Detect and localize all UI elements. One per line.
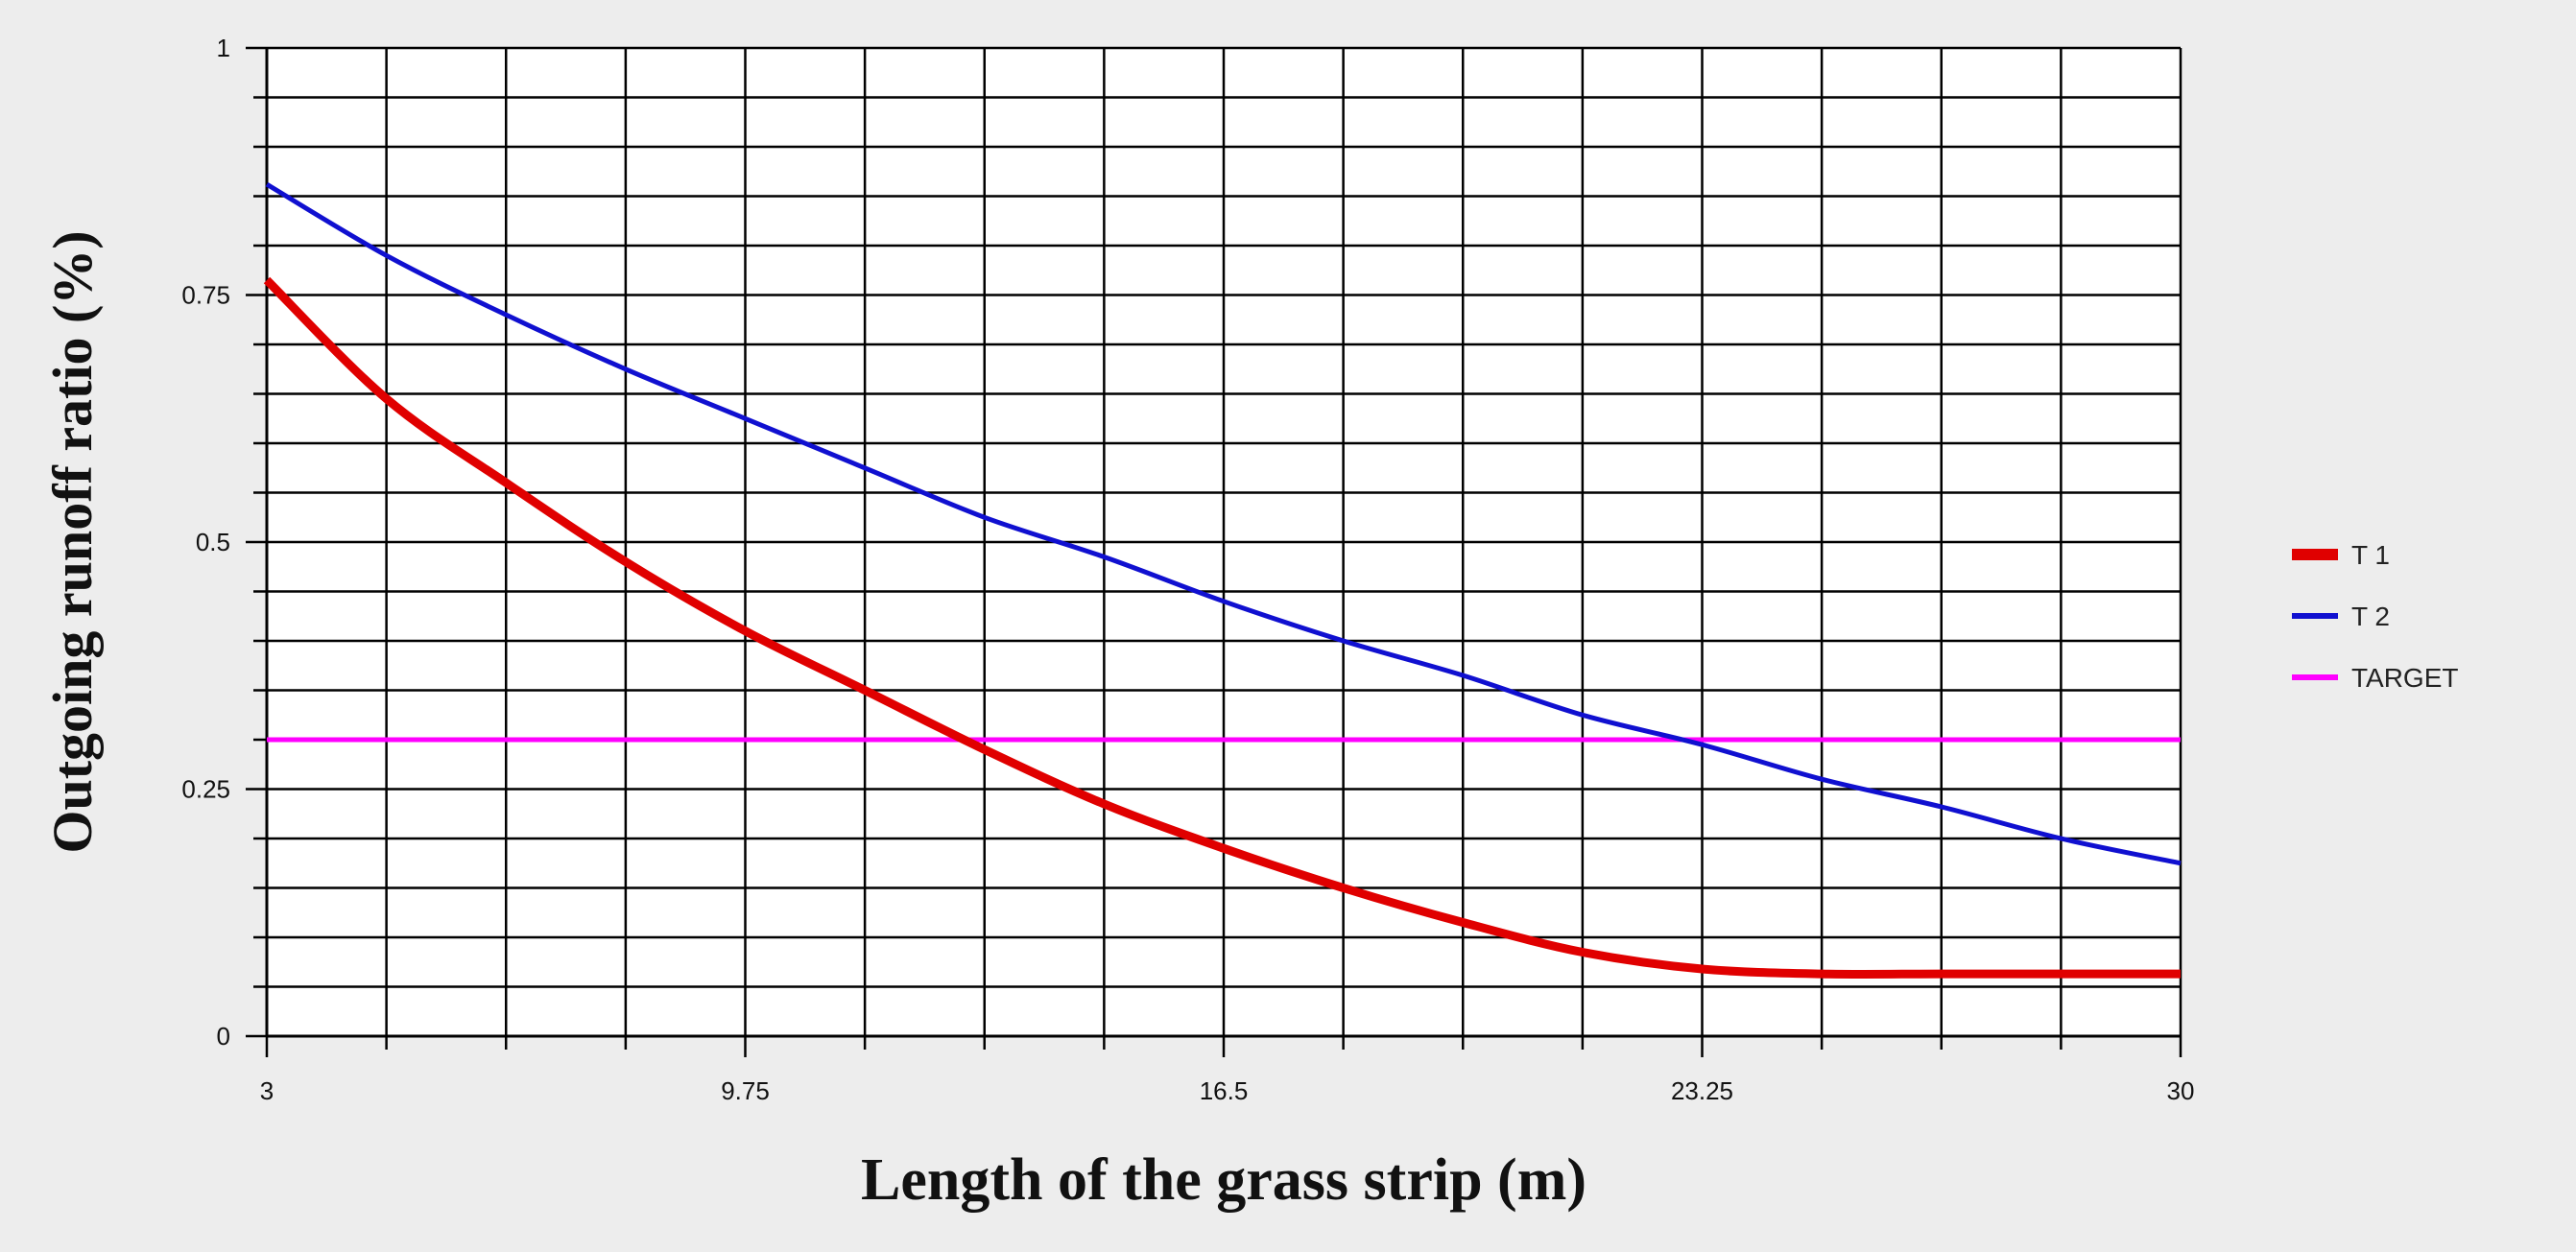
series-line-t-2 [265, 181, 2182, 866]
y-tick-label: 0.75 [181, 281, 230, 310]
x-tick-label: 23.25 [1671, 1076, 1733, 1105]
legend: T 1 T 2 TARGET [2292, 540, 2458, 693]
x-tick-label: 30 [2167, 1076, 2195, 1105]
y-tick-label: 0 [217, 1022, 230, 1051]
y-axis-title: Outgoing runoff ratio (%) [41, 230, 104, 853]
x-axis-title: Length of the grass strip (m) [861, 1147, 1586, 1213]
legend-label: T 1 [2351, 540, 2390, 570]
x-tick-label: 3 [260, 1076, 274, 1105]
series-line-t-1 [263, 276, 2181, 979]
x-tick-label: 16.5 [1200, 1076, 1249, 1105]
x-tick-label: 9.75 [721, 1076, 770, 1105]
legend-label: T 2 [2351, 602, 2390, 631]
y-tick-label: 1 [217, 34, 230, 62]
y-tick-label: 0.5 [196, 528, 230, 556]
y-tick-label: 0.25 [181, 775, 230, 804]
grid [265, 46, 2182, 1038]
legend-label: TARGET [2351, 663, 2458, 693]
series-lines [263, 181, 2182, 979]
axes [246, 46, 2182, 1057]
tick-labels: 3 9.75 16.5 23.25 30 0 0.25 0.5 0.75 1 [181, 34, 2194, 1105]
